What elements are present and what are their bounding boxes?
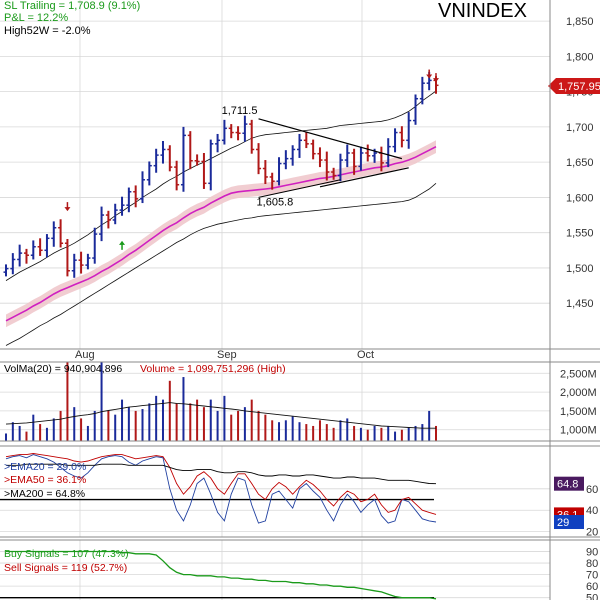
x-tick-label: Sep (217, 349, 237, 361)
volume-tick-label: 1,500M (560, 406, 597, 418)
signals-content (0, 550, 437, 600)
last-price-label: 1,757.95 (558, 81, 600, 93)
label-swing-low: 1,605.8 (257, 196, 294, 208)
buy-arrow (119, 240, 126, 245)
signals-tick-label: 70 (586, 570, 598, 582)
breadth-tick-label: 40 (586, 505, 598, 517)
price-tick-label: 1,650 (566, 157, 594, 169)
volume-tick-label: 2,500M (560, 368, 597, 380)
panel-price: 1,711.5 1,605.8 1,450 1,500 1,550 1,600 1,650… (0, 0, 600, 361)
support-trendline-lower (258, 179, 341, 198)
ema-mid-line (5, 145, 437, 322)
price-tick-label: 1,500 (566, 263, 594, 275)
high52w-label: High52W = -2.0% (4, 25, 91, 37)
volume-y-axis: 1,000M 1,500M 2,000M 2,500M (560, 368, 597, 436)
legend-ema50: >EMA50 = 36.1% (4, 474, 86, 486)
breadth-series-ema50 (5, 453, 437, 515)
volume-ma-line (5, 402, 436, 429)
sell-arrow (433, 78, 439, 83)
breadth-badge (554, 476, 584, 491)
sell-arrow (426, 74, 433, 79)
legend-ma200: >MA200 = 64.8% (4, 488, 85, 500)
lower-envelope-line (5, 182, 437, 346)
breadth-tick-label: 60 (586, 484, 598, 496)
breadth-series-ema20 (5, 454, 437, 524)
sell-arrow (64, 207, 71, 212)
volume-tick-label: 2,000M (560, 387, 597, 399)
breadth-content (0, 453, 437, 524)
signals-tick-label: 90 (586, 547, 598, 559)
signals-tick-label: 60 (586, 581, 598, 593)
signals-tick-label: 50 (586, 593, 598, 600)
breadth-badge (554, 515, 584, 530)
panel-price-bg (0, 0, 550, 349)
volume-gridlines (0, 362, 550, 441)
breadth-tick-label: 20 (586, 527, 598, 539)
price-tick-label: 1,450 (566, 298, 594, 310)
x-tick-label: Oct (357, 349, 374, 361)
breadth-badge-label: 29 (557, 517, 569, 529)
x-axis-labels: Aug Sep Oct (75, 349, 374, 361)
vol-ma-label: VolMa(20) = 940,904,896 (4, 363, 122, 375)
price-tick-label: 1,800 (566, 51, 594, 63)
legend-ema20: >EMA20 = 29.0% (4, 461, 86, 473)
price-gridlines (0, 0, 550, 349)
signals-tick-label: 80 (586, 558, 598, 570)
volume-tick-label: 1,000M (560, 425, 597, 437)
last-price-badge (548, 78, 600, 95)
volume-content (5, 362, 437, 441)
breadth-gridlines (0, 446, 550, 537)
pnl-label: P&L = 12.2% (4, 12, 68, 24)
legend-sell-signals: Sell Signals = 119 (52.7%) (4, 562, 127, 574)
price-tick-label: 1,850 (566, 16, 594, 28)
price-tick-label: 1,700 (566, 122, 594, 134)
chart-title: VNINDEX (438, 0, 527, 22)
price-annotations: SL Trailing = 1,708.9 (9.1%) P&L = 12.2%… (4, 0, 527, 37)
panel-volume: 1,000M 1,500M 2,000M 2,500M VolMa(20) = 940… (0, 362, 597, 441)
resistance-trendline (258, 118, 403, 160)
breadth-badge-label: 64.8 (557, 479, 578, 491)
ema-band (6, 140, 436, 328)
signals-series-buy (6, 550, 437, 600)
price-tick-label: 1,550 (566, 228, 594, 240)
support-trendline (319, 167, 409, 188)
upper-envelope-line (5, 90, 437, 281)
volume-label: Volume = 1,099,751,296 (High) (140, 363, 286, 375)
breadth-series-ma200 (6, 463, 437, 485)
label-swing-high: 1,711.5 (222, 105, 258, 117)
legend-buy-signals: Buy Signals = 107 (47.3%) (4, 548, 129, 560)
price-content: 1,711.5 1,605.8 (3, 69, 439, 346)
sl-trailing-label: SL Trailing = 1,708.9 (9.1%) (4, 0, 140, 12)
x-tick-label: Aug (75, 349, 95, 361)
price-y-axis: 1,4501,5001,5501,6001,6501,7001,7501,800… (548, 16, 600, 310)
price-tick-label: 1,600 (566, 192, 594, 204)
